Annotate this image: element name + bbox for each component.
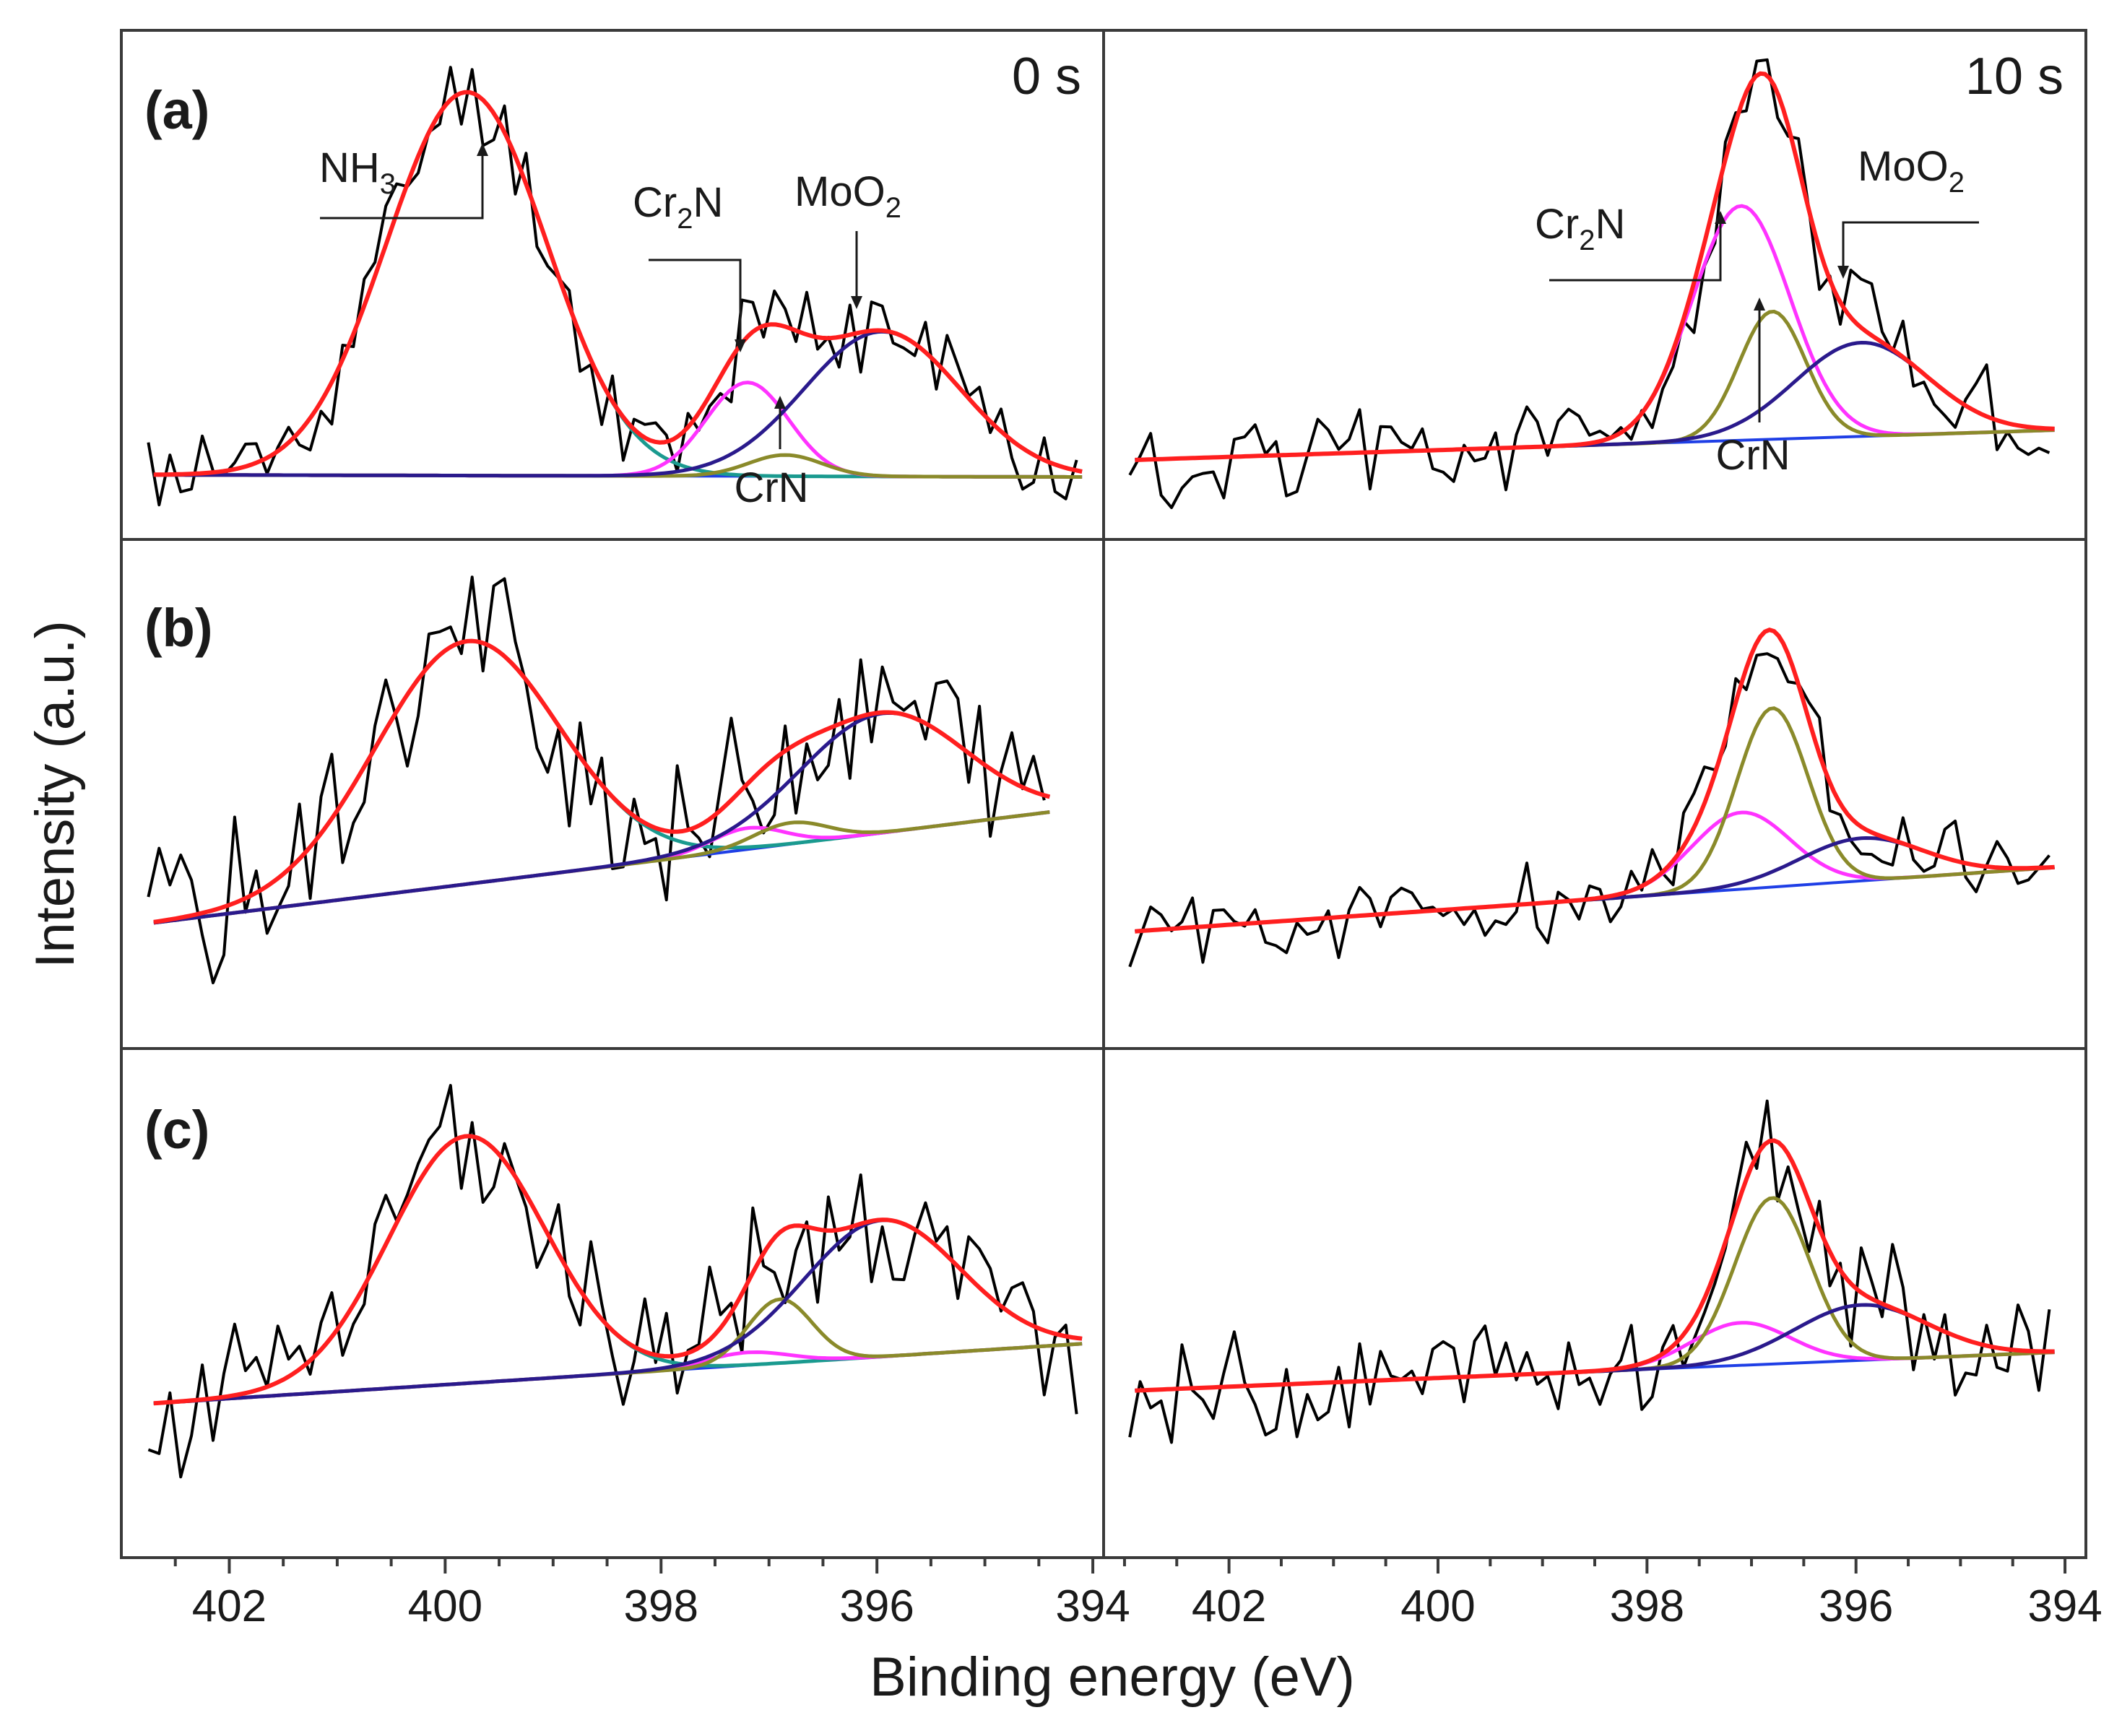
envelope-fit-line xyxy=(153,1134,1083,1406)
annotation-crn-a10: CrN xyxy=(1715,298,1790,479)
raw-spectrum-line xyxy=(147,1084,1078,1479)
fit-moo2-line xyxy=(1135,836,2055,934)
svg-text:Cr2N: Cr2N xyxy=(633,179,723,235)
raw-spectrum-line xyxy=(1128,58,2050,509)
panel-label-a: (a) xyxy=(144,80,209,140)
x-axis-title: Binding energy (eV) xyxy=(870,1646,1355,1708)
envelope-fit-line xyxy=(153,90,1083,477)
fit-crn-line xyxy=(153,1297,1083,1405)
annotation-cr2n-a10: Cr2N xyxy=(1535,201,1726,282)
x-tick-label: 394 xyxy=(1055,1581,1130,1631)
time-label-10s: 10 s xyxy=(1965,48,2063,105)
x-tick-label: 398 xyxy=(1610,1581,1684,1631)
svg-text:MoO2: MoO2 xyxy=(794,168,901,224)
cr2n-subscript: 2 xyxy=(677,203,693,235)
x-tick-label: 394 xyxy=(2027,1581,2102,1631)
svg-text:MoO2: MoO2 xyxy=(1858,143,1965,199)
fit-crn-line xyxy=(1135,1196,2055,1393)
x-tick-label: 398 xyxy=(624,1581,698,1631)
moo2-subscript-10s: 2 xyxy=(1949,167,1965,199)
crn-label-a0: CrN xyxy=(734,464,808,511)
panel-label-b: (b) xyxy=(144,598,213,658)
panel-b-0s-plot xyxy=(147,576,1051,984)
x-tick-label: 396 xyxy=(839,1581,914,1631)
fit-moo2-line xyxy=(153,711,1050,925)
time-label-0s: 0 s xyxy=(1012,48,1081,105)
x-axis-ticks: 402 400 398 396 394 402 400 398 396 394 xyxy=(173,1558,2102,1631)
cr2n-label-post-10s: N xyxy=(1595,201,1625,248)
annotation-moo2-a10: MoO2 xyxy=(1837,143,1979,279)
x-tick-label: 400 xyxy=(1400,1581,1475,1631)
envelope-fit-line xyxy=(1135,628,2055,934)
panel-a-0s-plot xyxy=(147,66,1083,507)
x-tick-label: 400 xyxy=(408,1581,482,1631)
panel-b-10s-plot xyxy=(1128,628,2055,968)
x-tick-label: 396 xyxy=(1819,1581,1893,1631)
fit-cr2n-line xyxy=(153,381,1083,479)
panel-label-c: (c) xyxy=(144,1100,209,1160)
panel-c-10s-plot xyxy=(1128,1099,2055,1444)
moo2-label: MoO xyxy=(794,168,885,215)
moo2-label-10s: MoO xyxy=(1858,143,1949,190)
fit-cr2n-line xyxy=(1135,810,2055,934)
raw-spectrum-line xyxy=(147,66,1078,507)
raw-spectrum-line xyxy=(1128,1099,2051,1444)
cr2n-label-pre-10s: Cr xyxy=(1535,201,1579,248)
annotation-cr2n-a0: Cr2N xyxy=(633,179,746,352)
panel-a-10s-plot xyxy=(1128,58,2055,509)
cr2n-label-post: N xyxy=(693,179,723,226)
panel-c-0s-plot xyxy=(147,1084,1083,1479)
moo2-subscript: 2 xyxy=(885,192,901,224)
x-tick-label: 402 xyxy=(192,1581,267,1631)
svg-text:NH3: NH3 xyxy=(319,144,396,200)
x-tick-label: 402 xyxy=(1192,1581,1266,1631)
cr2n-label-pre: Cr xyxy=(633,179,677,226)
raw-spectrum-line xyxy=(1128,652,2050,968)
cr2n-subscript-10s: 2 xyxy=(1579,225,1595,256)
envelope-fit-line xyxy=(1135,71,2055,462)
annotation-nh3: NH3 xyxy=(319,143,488,220)
fit-nh3-line xyxy=(153,1134,1083,1405)
nh3-label: NH xyxy=(319,144,380,191)
annotation-moo2-a0: MoO2 xyxy=(794,168,901,309)
nh3-subscript: 3 xyxy=(380,168,396,200)
envelope-fit-line xyxy=(1135,1138,2055,1393)
envelope-fit-line xyxy=(153,638,1051,924)
y-axis-title: Intensity (a.u.) xyxy=(25,620,86,968)
crn-label-a10: CrN xyxy=(1715,432,1790,479)
annotation-crn-a0: CrN xyxy=(734,396,809,511)
svg-text:Cr2N: Cr2N xyxy=(1535,201,1625,256)
